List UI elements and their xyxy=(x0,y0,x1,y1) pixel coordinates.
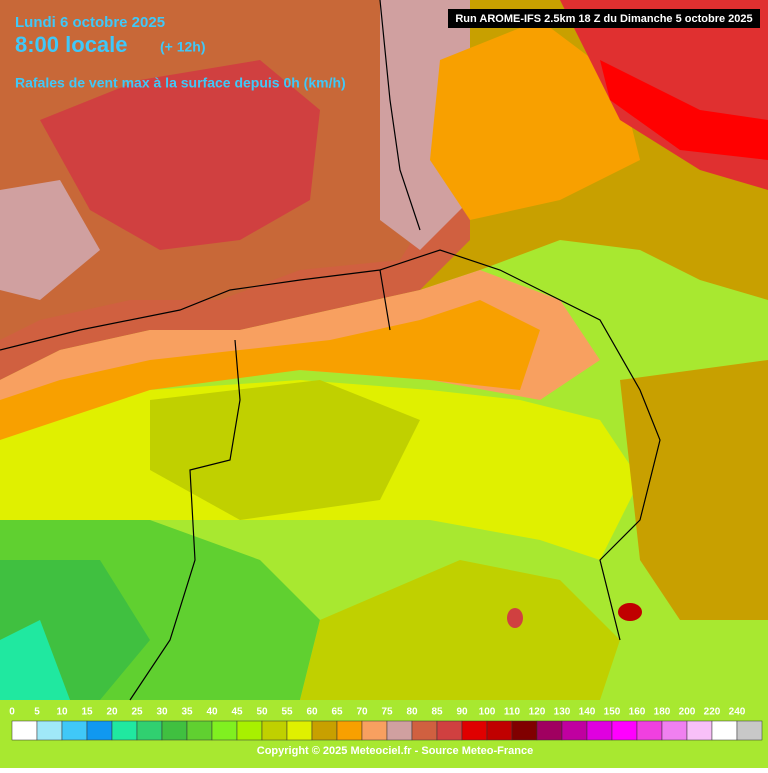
legend-swatch xyxy=(86,720,113,741)
legend-swatch xyxy=(211,720,238,741)
legend-label: 130 xyxy=(554,707,571,718)
legend-label: 120 xyxy=(529,707,546,718)
legend-label: 100 xyxy=(479,707,496,718)
legend-label: 5 xyxy=(34,707,40,718)
copyright: Copyright © 2025 Meteociel.fr - Source M… xyxy=(257,745,533,757)
legend-label: 180 xyxy=(654,707,671,718)
time: 8:00 locale xyxy=(15,32,128,57)
legend-label: 140 xyxy=(579,707,596,718)
legend-swatch xyxy=(386,720,413,741)
legend-swatch xyxy=(61,720,88,741)
legend-label: 60 xyxy=(306,707,318,718)
legend-label: 20 xyxy=(106,707,118,718)
legend-swatch xyxy=(686,720,713,741)
legend-swatch xyxy=(236,720,263,741)
legend-swatch xyxy=(36,720,63,741)
borders xyxy=(0,0,661,701)
legend-label: 160 xyxy=(629,707,646,718)
run-box xyxy=(448,9,760,28)
legend-swatch xyxy=(361,720,388,741)
legend-swatch xyxy=(261,720,288,741)
legend-swatch xyxy=(486,720,513,741)
legend-swatch xyxy=(461,720,488,741)
legend-swatch xyxy=(636,720,663,741)
legend-swatch xyxy=(311,720,338,741)
legend-label: 10 xyxy=(56,707,68,718)
date: Lundi 6 octobre 2025 xyxy=(15,14,165,31)
legend-swatch xyxy=(436,720,463,741)
legend-label: 35 xyxy=(181,707,193,718)
legend: 0 5 10 15 20 25 30 35 40 45 50 55 60 65 70 75 80 85 90 100 1… xyxy=(9,707,763,741)
offset: (+ 12h) xyxy=(160,39,206,55)
legend-label: 30 xyxy=(156,707,168,718)
legend-swatch xyxy=(11,720,38,741)
legend-label: 40 xyxy=(206,707,218,718)
legend-label: 80 xyxy=(406,707,418,718)
legend-label: 0 xyxy=(9,707,15,718)
legend-swatch xyxy=(711,720,738,741)
legend-swatch xyxy=(161,720,188,741)
legend-swatch xyxy=(336,720,363,741)
legend-label: 55 xyxy=(281,707,293,718)
legend-swatch xyxy=(561,720,588,741)
legend-label: 50 xyxy=(256,707,268,718)
legend-swatch xyxy=(136,720,163,741)
legend-swatch xyxy=(536,720,563,741)
legend-label: 45 xyxy=(231,707,243,718)
run-info: Run AROME-IFS 2.5km 18 Z du Dimanche 5 o… xyxy=(455,13,752,25)
legend-label: 85 xyxy=(431,707,443,718)
legend-swatch xyxy=(111,720,138,741)
legend-label: 70 xyxy=(356,707,368,718)
legend-label: 25 xyxy=(131,707,143,718)
legend-swatch xyxy=(661,720,688,741)
legend-label: 150 xyxy=(604,707,621,718)
legend-swatch xyxy=(586,720,613,741)
legend-label: 110 xyxy=(504,707,521,718)
legend-label: 65 xyxy=(331,707,343,718)
legend-swatch xyxy=(186,720,213,741)
legend-swatch xyxy=(736,720,763,741)
legend-label: 240 xyxy=(729,707,746,718)
legend-label: 220 xyxy=(704,707,721,718)
legend-swatch xyxy=(611,720,638,741)
legend-swatch xyxy=(286,720,313,741)
legend-label: 200 xyxy=(679,707,696,718)
legend-label: 75 xyxy=(381,707,393,718)
legend-swatch xyxy=(411,720,438,741)
legend-swatch xyxy=(511,720,538,741)
legend-label: 90 xyxy=(456,707,468,718)
legend-label: 15 xyxy=(81,707,93,718)
subtitle: Rafales de vent max à la surface depuis … xyxy=(15,75,346,91)
